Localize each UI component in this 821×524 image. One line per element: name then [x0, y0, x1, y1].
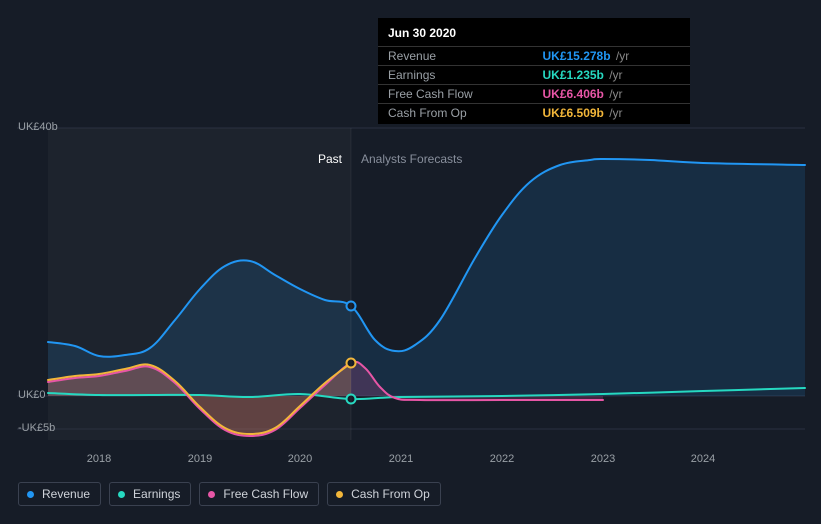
- tooltip-row-label: Cash From Op: [378, 104, 533, 123]
- x-tick-label: 2019: [188, 453, 212, 465]
- financial-chart: UK£40b UK£0 -UK£5b 2018 2019 2020 2021 2022 202…: [0, 0, 821, 524]
- legend-item-earnings[interactable]: Earnings: [109, 482, 191, 506]
- tooltip-row-value: UK£6.406b /yr: [533, 85, 691, 104]
- y-tick-label: UK£40b: [18, 121, 62, 133]
- x-tick-label: 2020: [288, 453, 312, 465]
- tooltip-row-value: UK£15.278b /yr: [533, 47, 691, 66]
- chart-tooltip: Jun 30 2020 RevenueUK£15.278b /yrEarning…: [378, 18, 690, 124]
- legend-swatch: [336, 491, 343, 498]
- tooltip-row-label: Free Cash Flow: [378, 85, 533, 104]
- segment-label-past: Past: [282, 152, 342, 166]
- tooltip-row: EarningsUK£1.235b /yr: [378, 66, 690, 85]
- legend-swatch: [118, 491, 125, 498]
- legend-item-revenue[interactable]: Revenue: [18, 482, 101, 506]
- x-tick-label: 2018: [87, 453, 111, 465]
- segment-label-forecast: Analysts Forecasts: [361, 152, 462, 166]
- x-tick-label: 2022: [490, 453, 514, 465]
- legend-item-fcf[interactable]: Free Cash Flow: [199, 482, 319, 506]
- tooltip-row-label: Earnings: [378, 66, 533, 85]
- y-tick-label: -UK£5b: [18, 422, 62, 434]
- x-tick-label: 2021: [389, 453, 413, 465]
- tooltip-row-label: Revenue: [378, 47, 533, 66]
- x-tick-label: 2023: [591, 453, 615, 465]
- legend-swatch: [208, 491, 215, 498]
- tooltip-row-value: UK£1.235b /yr: [533, 66, 691, 85]
- legend-label: Revenue: [42, 487, 90, 501]
- tooltip-row: RevenueUK£15.278b /yr: [378, 47, 690, 66]
- y-tick-label: UK£0: [18, 389, 62, 401]
- tooltip-row: Free Cash FlowUK£6.406b /yr: [378, 85, 690, 104]
- tooltip-table: RevenueUK£15.278b /yrEarningsUK£1.235b /…: [378, 46, 690, 122]
- chart-legend: Revenue Earnings Free Cash Flow Cash From O…: [18, 482, 441, 506]
- tooltip-row: Cash From OpUK£6.509b /yr: [378, 104, 690, 123]
- legend-label: Cash From Op: [351, 487, 430, 501]
- x-tick-label: 2024: [691, 453, 715, 465]
- legend-label: Earnings: [133, 487, 180, 501]
- legend-label: Free Cash Flow: [223, 487, 308, 501]
- legend-item-cfop[interactable]: Cash From Op: [327, 482, 441, 506]
- tooltip-row-value: UK£6.509b /yr: [533, 104, 691, 123]
- tooltip-date: Jun 30 2020: [378, 24, 690, 46]
- legend-swatch: [27, 491, 34, 498]
